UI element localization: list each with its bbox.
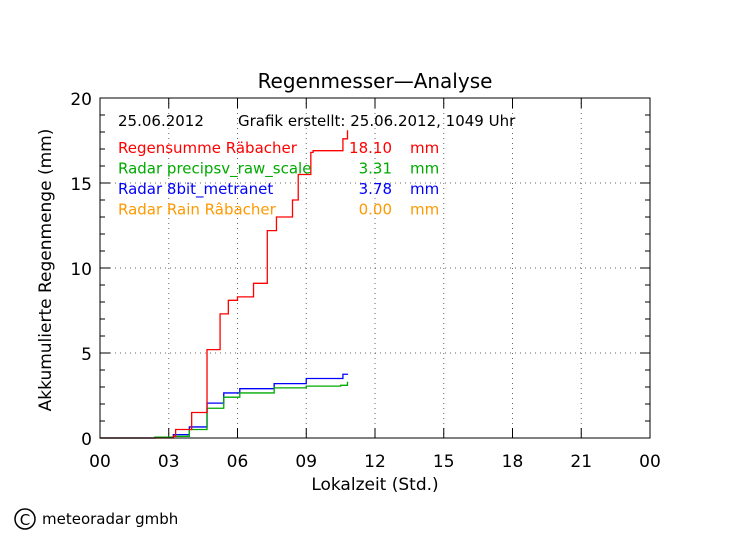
legend-name: Radar Rain Râbacher <box>118 201 277 219</box>
legend: Regensumme Räbacher 18.10 mm Radar precipsv… <box>118 139 439 219</box>
legend-name: Regensumme Räbacher <box>118 139 298 157</box>
x-axis-label: Lokalzeit (Std.) <box>311 475 438 495</box>
x-tick-label: 00 <box>89 452 111 472</box>
x-tick-label: 06 <box>227 452 249 472</box>
y-tick-label: 10 <box>70 260 92 280</box>
legend-unit: mm <box>410 139 439 157</box>
series-line <box>100 381 349 439</box>
y-tick-label: 5 <box>81 345 92 365</box>
legend-total: 0.00 <box>359 201 392 219</box>
x-tick-label: 15 <box>433 452 455 472</box>
x-tick-label: 09 <box>295 452 317 472</box>
legend-total: 18.10 <box>349 139 392 157</box>
series-line <box>100 130 349 439</box>
legend-name: Radar 8bit_metranet <box>118 180 273 199</box>
legend-unit: mm <box>410 180 439 198</box>
x-tick-label: 03 <box>158 452 180 472</box>
legend-total: 3.78 <box>359 180 392 198</box>
company-name: meteoradar gmbh <box>42 510 178 528</box>
header-date: 25.06.2012 <box>118 112 204 130</box>
legend-name: Radar precipsv_raw_scale <box>118 160 311 179</box>
y-tick-label: 15 <box>70 175 92 195</box>
series-lines <box>100 130 349 439</box>
legend-unit: mm <box>410 201 439 219</box>
copyright-icon <box>14 508 36 530</box>
x-tick-label: 18 <box>502 452 524 472</box>
legend-unit: mm <box>410 160 439 178</box>
y-tick-label: 20 <box>70 90 92 110</box>
y-tick-label: 0 <box>81 430 92 450</box>
x-tick-label: 21 <box>570 452 592 472</box>
y-axis-label: Akkumulierte Regenmenge (mm) <box>36 129 56 412</box>
copyright-symbol: C <box>20 511 30 529</box>
grid <box>100 98 650 438</box>
chart-title: Regenmesser—Analyse <box>258 69 493 93</box>
x-tick-label: 12 <box>364 452 386 472</box>
x-tick-label: 00 <box>639 452 661 472</box>
legend-total: 3.31 <box>359 160 392 178</box>
header-created: Grafik erstellt: 25.06.2012, 1049 Uhr <box>238 112 516 130</box>
plot-frame <box>99 97 651 439</box>
copyright: C meteoradar gmbh <box>14 508 178 530</box>
